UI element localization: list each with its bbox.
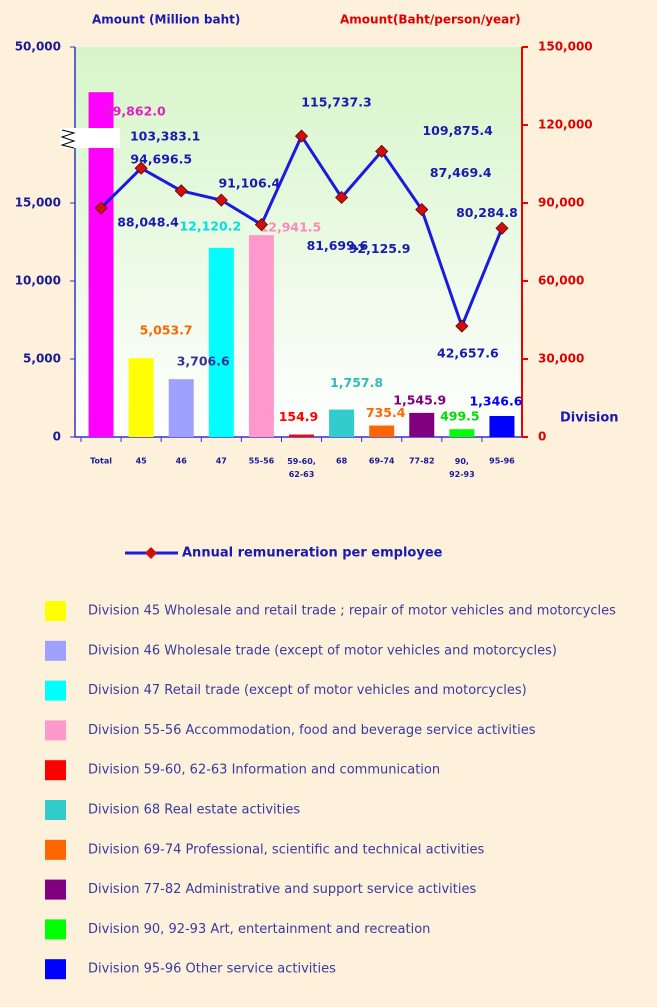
bar [208,247,234,437]
line-value-label: 42,657.6 [437,346,499,361]
legend-marker [145,547,157,559]
x-tick-label: 95-96 [489,457,515,466]
line-value-label: 91,106.4 [218,176,280,191]
legend-item: Division 55-56 Accommodation, food and b… [88,723,536,738]
y2-tick-label: 150,000 [538,40,593,54]
legend-swatch [45,879,66,900]
legend-swatch [45,760,66,781]
legend-item: Division 68 Real estate activities [88,803,300,818]
y2-tick-label: 90,000 [538,196,584,210]
line-marker [174,184,188,198]
legend-swatch [45,640,66,661]
line-value-label: 81,699.6 [307,238,369,253]
legend-item: Division 95-96 Other service activities [88,962,336,977]
y-tick-label: 5,000 [23,352,61,366]
x-tick-label: 46 [176,457,188,466]
bar-value-label: 12,941.5 [260,220,322,235]
x-tick-label: 47 [216,457,227,466]
bar-value-label: 154.9 [279,409,319,424]
legend-item: Division 46 Wholesale trade (except of m… [88,643,557,658]
bar [289,434,314,437]
y2-tick-label: 30,000 [538,352,584,366]
bar [88,92,114,437]
x-tick-label: 90, 92-93 [449,457,475,479]
line-value-label: 88,048.4 [117,215,179,230]
bar [329,409,355,437]
legend-item: Division 90, 92-93 Art, entertainment an… [88,922,430,937]
bar [409,412,435,437]
bar-value-label: 5,053.7 [140,323,193,338]
overlay: 39,862.0 5,053.7 3,706.6 12,120.2 12,941.5 15… [60,95,523,424]
line-marker [134,161,148,175]
x-tick-label: 55-56 [249,457,275,466]
line-value-label: 92,125.9 [349,241,411,256]
y-tick-label: 50,000 [15,40,61,54]
line-marker [94,201,108,215]
line-value-label: 109,875.4 [422,123,493,138]
x-tick-label: 69-74 [369,457,395,466]
y-tick-label: 10,000 [15,274,61,288]
legend-item: Division 59-60, 62-63 Information and co… [88,763,440,778]
y2-axis-title: Amount(Baht/person/year) [340,13,521,27]
legend-swatch [45,839,66,860]
x-axis-title: Division [560,411,619,426]
legend-item: Division 47 Retail trade (except of moto… [88,683,527,698]
bar [168,379,194,437]
line-marker [455,319,469,333]
bar [489,415,515,437]
line-marker [335,190,349,205]
y-tick-label: 0 [53,430,61,444]
bar [449,429,475,437]
plot: 0 5,000 10,000 15,000 50,000 0 30,000 60,000 90,… [15,40,593,479]
y2-tick-label: 120,000 [538,118,593,132]
legend-swatch [45,800,66,820]
bar [128,358,154,437]
bar-value-label: 1,346.6 [469,393,522,408]
x-tick-label: 45 [136,457,148,466]
legend-item: Division 69-74 Professional, scientific … [88,842,484,857]
bar-value-label: 3,706.6 [177,354,230,369]
line-value-label: 103,383.1 [130,129,200,144]
x-tick-label: Total [90,457,112,466]
legend-swatch [45,959,66,980]
line-marker [375,144,389,158]
bar-value-label: 735.4 [366,405,406,420]
line-marker [415,203,429,217]
line-value-label: 94,696.5 [130,151,192,166]
x-tick-label: 68 [336,457,348,466]
legend-swatch [45,601,66,621]
bar-value-label: 39,862.0 [104,104,166,119]
legend-swatch [45,680,66,701]
y2-tick-label: 0 [538,430,546,444]
y2-tick-label: 60,000 [538,274,584,288]
line-marker [214,193,228,207]
line-marker [294,129,309,143]
x-tick-label: 59-60, 62-63 [287,457,316,479]
y-axis-title: Amount (Million baht) [92,13,240,27]
bar [369,425,395,437]
bar [248,235,274,437]
line-value-label: 80,284.8 [456,205,518,220]
bar-value-label: 499.5 [440,409,480,424]
line-marker [495,221,509,235]
bar-value-label: 1,757.8 [330,375,383,390]
legend-item: Division 77-82 Administrative and suppor… [88,882,476,897]
legend-swatch [45,919,66,940]
line-marker [254,218,268,232]
bar-value-label: 1,545.9 [393,392,446,407]
legend-item: Division 45 Wholesale and retail trade ;… [88,604,616,619]
line-value-label: 115,737.3 [301,95,371,110]
x-tick-label: 77-82 [409,457,435,466]
line-value-label: 87,469.4 [430,165,492,180]
y-tick-label: 15,000 [15,196,61,210]
legend-swatch [45,720,66,741]
bar-value-label: 12,120.2 [179,218,241,233]
legend-label: Annual remuneration per employee [182,546,443,561]
axis-break-zigzag [60,129,76,149]
axis-break [60,128,120,148]
